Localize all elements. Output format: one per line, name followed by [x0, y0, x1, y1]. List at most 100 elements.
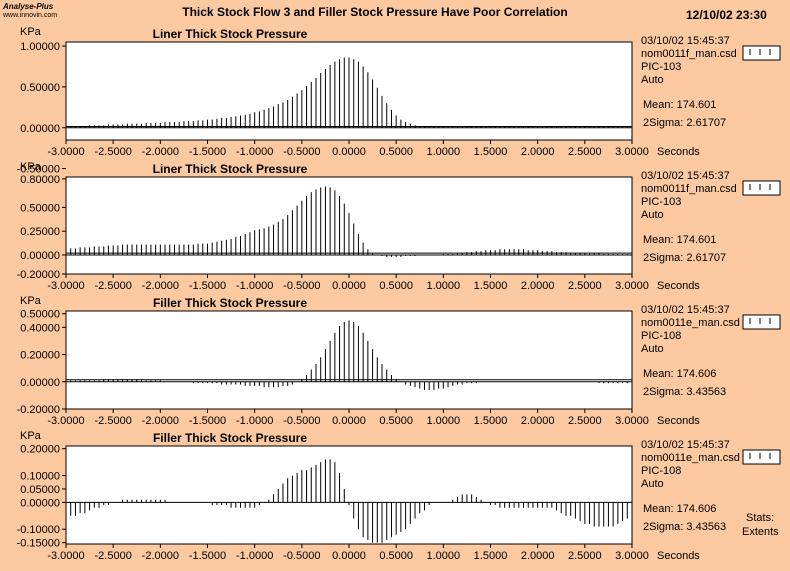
info-file: nom0011f_man.csd [641, 183, 737, 195]
info-mode: Auto [641, 478, 664, 490]
x-tick-label: -0.5000 [283, 550, 320, 562]
x-tick-label: -2.0000 [142, 146, 179, 158]
info-sigma: 2Sigma: 3.43563 [643, 386, 726, 398]
x-tick-label: -2.5000 [95, 550, 132, 562]
y-tick-label: 0.40000 [20, 322, 60, 334]
x-tick-label: 3.0000 [615, 146, 649, 158]
info-sigma: 2Sigma: 3.43563 [643, 521, 726, 533]
x-tick-label: -1.5000 [189, 415, 226, 427]
scale-widget-box [742, 180, 781, 196]
y-tick-label: 0.20000 [20, 350, 60, 362]
info-tag: PIC-108 [641, 330, 681, 342]
x-tick-label: 1.0000 [427, 415, 461, 427]
info-sigma: 2Sigma: 2.61707 [643, 252, 726, 264]
y-tick-label: 0.00000 [20, 123, 60, 135]
info-mode: Auto [641, 209, 664, 221]
chart-title: Liner Thick Stock Pressure [153, 162, 308, 176]
y-tick-label: 1.00000 [20, 41, 60, 53]
x-tick-label: 0.0000 [332, 280, 366, 292]
x-tick-label: -0.5000 [283, 146, 320, 158]
y-axis-label: KPa [20, 161, 42, 173]
x-tick-label: -2.0000 [142, 415, 179, 427]
x-tick-label: 1.5000 [474, 280, 508, 292]
info-mode: Auto [641, 343, 664, 355]
x-tick-label: 0.5000 [379, 146, 413, 158]
x-tick-label: -1.5000 [189, 146, 226, 158]
x-tick-label: 1.0000 [427, 280, 461, 292]
y-axis-label: KPa [20, 430, 42, 442]
y-tick-label: 0.20000 [20, 444, 60, 456]
x-tick-label: 3.0000 [615, 550, 649, 562]
extents-label[interactable]: Extents [742, 526, 779, 538]
x-tick-label: 1.5000 [474, 550, 508, 562]
y-tick-label: 0.00000 [20, 497, 60, 509]
x-tick-label: 2.0000 [521, 146, 555, 158]
y-tick-label: 0.50000 [20, 202, 60, 214]
info-timestamp: 03/10/02 15:45:37 [641, 170, 730, 182]
scale-widget-box [742, 314, 781, 330]
y-tick-label: 0.25000 [20, 226, 60, 238]
x-tick-label: 2.0000 [521, 415, 555, 427]
page-title: Thick Stock Flow 3 and Filler Stock Pres… [182, 5, 568, 19]
logo-line-1: Analyse-Plus [3, 2, 54, 11]
info-timestamp: 03/10/02 15:45:37 [641, 304, 730, 316]
x-axis-label: Seconds [657, 146, 700, 158]
info-sigma: 2Sigma: 2.61707 [643, 117, 726, 129]
info-tag: PIC-108 [641, 465, 681, 477]
x-tick-label: -3.0000 [47, 280, 84, 292]
x-tick-label: 2.0000 [521, 280, 555, 292]
x-tick-label: -2.5000 [95, 280, 132, 292]
scale-widget-box [742, 449, 781, 465]
info-timestamp: 03/10/02 15:45:37 [641, 439, 730, 451]
y-tick-label: -0.50000 [17, 164, 60, 176]
x-tick-label: 2.5000 [568, 550, 602, 562]
plot-area [65, 445, 633, 545]
y-tick-label: 0.50000 [20, 309, 60, 321]
x-tick-label: -2.0000 [142, 550, 179, 562]
x-tick-label: 0.0000 [332, 550, 366, 562]
info-mean: Mean: 174.606 [643, 368, 716, 380]
x-tick-label: 0.5000 [379, 415, 413, 427]
x-tick-label: -3.0000 [47, 415, 84, 427]
info-mean: Mean: 174.606 [643, 503, 716, 515]
y-tick-label: -0.10000 [17, 524, 60, 536]
y-axis-label: KPa [20, 295, 42, 307]
x-tick-label: -3.0000 [47, 146, 84, 158]
info-tag: PIC-103 [641, 61, 681, 73]
y-tick-label: 0.00000 [20, 250, 60, 262]
info-mode: Auto [641, 74, 664, 86]
x-tick-label: 1.5000 [474, 415, 508, 427]
y-axis-label: KPa [20, 26, 42, 38]
y-tick-label: 0.00000 [20, 377, 60, 389]
x-tick-label: -1.5000 [189, 280, 226, 292]
info-file: nom0011f_man.csd [641, 48, 737, 60]
x-tick-label: -2.5000 [95, 415, 132, 427]
info-mean: Mean: 174.601 [643, 99, 716, 111]
x-tick-label: -1.0000 [236, 146, 273, 158]
x-tick-label: -0.5000 [283, 415, 320, 427]
x-axis-label: Seconds [657, 280, 700, 292]
x-axis-label: Seconds [657, 415, 700, 427]
y-tick-label: -0.15000 [17, 538, 60, 550]
x-tick-label: 0.5000 [379, 280, 413, 292]
x-tick-label: -3.0000 [47, 550, 84, 562]
y-tick-label: -0.20000 [17, 404, 60, 416]
info-file: nom0011e_man.csd [641, 317, 740, 329]
x-tick-label: -2.5000 [95, 146, 132, 158]
x-tick-label: -1.5000 [189, 550, 226, 562]
info-mean: Mean: 174.601 [643, 234, 716, 246]
x-tick-label: 1.5000 [474, 146, 508, 158]
chart-title: Liner Thick Stock Pressure [153, 27, 308, 41]
x-tick-label: 0.0000 [332, 146, 366, 158]
x-tick-label: 1.0000 [427, 146, 461, 158]
y-tick-label: 0.10000 [20, 471, 60, 483]
y-tick-label: -0.20000 [17, 269, 60, 281]
scale-widget-box [742, 45, 781, 61]
y-tick-label: 0.05000 [20, 484, 60, 496]
x-tick-label: 0.5000 [379, 550, 413, 562]
stats-label[interactable]: Stats: [746, 512, 775, 524]
info-tag: PIC-103 [641, 196, 681, 208]
x-tick-label: -2.0000 [142, 280, 179, 292]
x-tick-label: 2.0000 [521, 550, 555, 562]
